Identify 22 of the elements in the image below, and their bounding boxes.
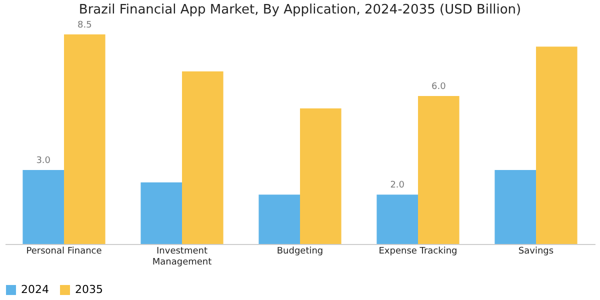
bar bbox=[258, 194, 300, 244]
bar bbox=[376, 194, 418, 244]
bar bbox=[182, 71, 224, 244]
x-tick-label: Personal Finance bbox=[26, 246, 102, 256]
bar bbox=[494, 170, 536, 244]
legend-label: 2035 bbox=[75, 283, 103, 296]
x-tick-label: Investment Management bbox=[152, 246, 212, 268]
data-label: 3.0 bbox=[36, 156, 51, 166]
data-label: 8.5 bbox=[77, 20, 92, 30]
chart-title: Brazil Financial App Market, By Application, 2024-2035 (USD Billion) bbox=[78, 2, 522, 18]
x-tick-label: Budgeting bbox=[276, 246, 324, 256]
x-tick-label: Savings bbox=[518, 246, 554, 256]
x-tick-label: Expense Tracking bbox=[378, 246, 458, 256]
legend-label: 2024 bbox=[21, 283, 49, 296]
bar bbox=[140, 182, 182, 244]
bar bbox=[22, 170, 64, 244]
data-label: 6.0 bbox=[431, 82, 446, 92]
bar bbox=[418, 96, 460, 244]
data-label: 2.0 bbox=[390, 180, 405, 191]
bar bbox=[536, 46, 578, 244]
bar bbox=[300, 108, 342, 244]
bar bbox=[64, 34, 106, 244]
